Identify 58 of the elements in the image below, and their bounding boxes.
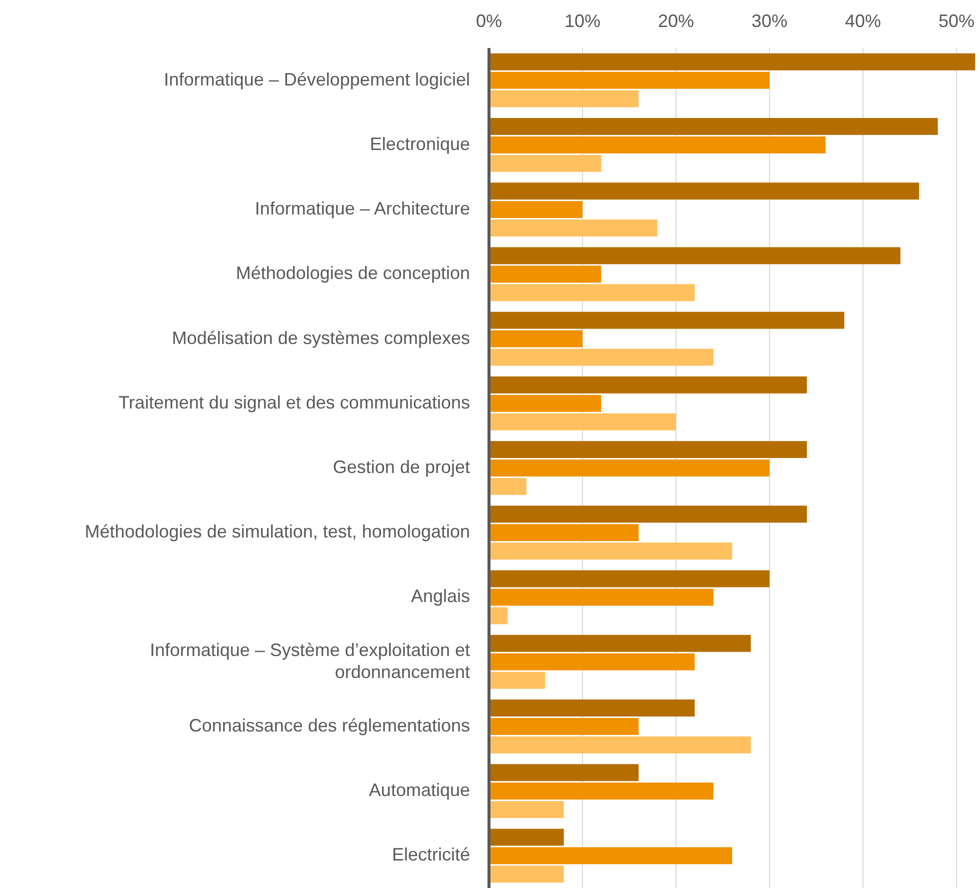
bar <box>489 53 976 70</box>
y-tick-label: Gestion de projet <box>332 456 470 477</box>
x-tick-label: 40% <box>844 11 882 31</box>
y-tick-label: Modélisation de systèmes complexes <box>172 328 470 348</box>
x-tick-label: 50% <box>938 11 975 31</box>
y-tick-label: Automatique <box>368 780 470 800</box>
x-tick-label: 20% <box>658 11 694 31</box>
bar <box>489 90 639 108</box>
bar <box>489 736 751 754</box>
y-tick-label: Connaissance des réglementations <box>188 715 470 736</box>
bar <box>489 154 602 172</box>
bar <box>489 718 639 735</box>
bar <box>489 588 714 606</box>
bar <box>489 348 714 366</box>
bar <box>489 524 639 542</box>
y-tick-label: Méthodologies de conception <box>236 262 470 283</box>
bar <box>489 394 602 412</box>
bar <box>489 266 602 283</box>
bar <box>489 118 938 135</box>
bar <box>489 460 770 476</box>
bar <box>489 330 582 348</box>
bar <box>489 72 770 89</box>
y-tick-label: Méthodologies de simulation, test, homologation <box>84 521 470 542</box>
bar <box>489 542 732 560</box>
bar <box>489 136 826 154</box>
bar <box>489 413 676 430</box>
bar <box>489 570 770 588</box>
bar <box>489 247 900 264</box>
bar <box>489 866 564 883</box>
y-tick-label: Informatique – Système d’exploitation et ordonnancement <box>150 640 470 682</box>
bar <box>489 634 751 652</box>
bar <box>489 201 582 218</box>
bar <box>489 653 695 670</box>
x-tick-label: 0% <box>476 11 502 31</box>
bar <box>489 672 546 689</box>
y-tick-label: Electronique <box>370 134 470 154</box>
bar <box>489 506 807 523</box>
bar <box>489 607 508 624</box>
bar <box>489 441 807 458</box>
bar <box>489 700 695 716</box>
bar <box>489 828 564 846</box>
bar <box>489 478 526 495</box>
x-tick-label: 30% <box>751 11 788 31</box>
bar <box>489 182 920 200</box>
bar <box>489 220 658 236</box>
y-tick-label: Informatique – Développement logiciel <box>164 69 470 90</box>
y-tick-label: Traitement du signal et des communications <box>118 392 470 412</box>
bar <box>489 284 695 302</box>
bar <box>489 376 807 394</box>
y-tick-label: Informatique – Architecture <box>254 198 470 218</box>
bar <box>489 801 564 818</box>
y-tick-label: Electricité <box>392 844 470 864</box>
x-tick-label: 10% <box>564 11 601 31</box>
bar <box>489 782 714 800</box>
bar <box>489 312 844 329</box>
y-tick-label: Anglais <box>410 586 470 606</box>
bar <box>489 847 732 864</box>
bar <box>489 764 639 782</box>
